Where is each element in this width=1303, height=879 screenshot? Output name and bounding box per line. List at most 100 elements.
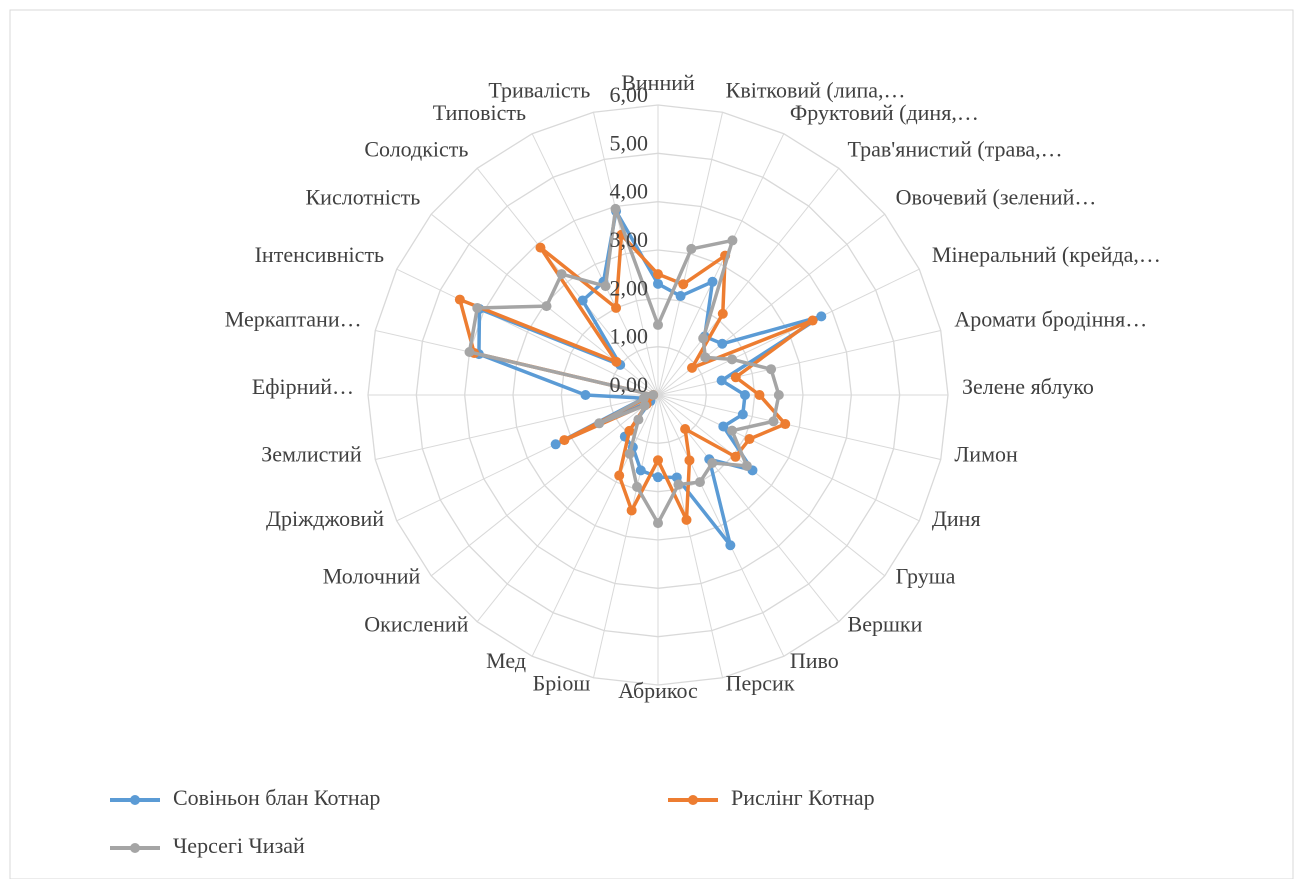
spoke bbox=[430, 394, 659, 577]
spoke bbox=[396, 268, 659, 396]
category-label: Трав'янистий (трава,… bbox=[848, 136, 1063, 161]
spoke bbox=[592, 112, 659, 396]
point bbox=[556, 269, 567, 280]
spoke bbox=[657, 133, 785, 396]
spoke bbox=[657, 394, 785, 657]
point bbox=[624, 425, 635, 436]
point bbox=[737, 409, 748, 420]
point bbox=[687, 362, 698, 373]
point bbox=[766, 364, 777, 375]
point bbox=[684, 455, 695, 466]
category-label: Бріош bbox=[533, 670, 591, 695]
point bbox=[730, 372, 741, 383]
category-label: Окислений bbox=[364, 612, 468, 637]
point bbox=[727, 425, 738, 436]
category-label: Персик bbox=[726, 670, 795, 695]
point bbox=[610, 203, 621, 214]
point bbox=[816, 311, 827, 322]
point bbox=[648, 390, 659, 400]
category-label: Молочний bbox=[323, 564, 421, 589]
point bbox=[698, 333, 709, 344]
spoke bbox=[375, 394, 659, 461]
point bbox=[680, 424, 691, 435]
point bbox=[678, 279, 689, 290]
point bbox=[700, 352, 711, 363]
point bbox=[740, 390, 750, 400]
point bbox=[624, 448, 635, 459]
point bbox=[744, 434, 755, 445]
grid bbox=[367, 104, 949, 686]
category-label: Груша bbox=[896, 564, 956, 589]
category-label: Вершки bbox=[848, 612, 923, 637]
r-tick-label: 6,00 bbox=[610, 82, 649, 107]
r-tick-label: 2,00 bbox=[610, 275, 649, 300]
category-label: Дріжджовий bbox=[266, 506, 384, 531]
point bbox=[454, 294, 465, 305]
point bbox=[686, 243, 697, 254]
point bbox=[638, 393, 649, 404]
category-label: Аромати бродіння… bbox=[954, 306, 1147, 331]
category-label: Пиво bbox=[790, 648, 839, 673]
category-label: Лимон bbox=[954, 442, 1018, 467]
point bbox=[694, 477, 705, 488]
spoke bbox=[657, 394, 920, 522]
point bbox=[611, 356, 622, 367]
category-label: Ефірний… bbox=[252, 374, 354, 399]
point bbox=[727, 354, 738, 365]
point bbox=[653, 269, 663, 280]
category-label: Мінеральний (крейда,… bbox=[932, 242, 1161, 267]
spoke bbox=[592, 394, 659, 678]
legend-label: Черсегі Чизай bbox=[173, 833, 305, 858]
point bbox=[600, 281, 611, 292]
point bbox=[594, 418, 605, 429]
category-label: Фруктовий (диня,… bbox=[790, 100, 979, 125]
point bbox=[611, 302, 622, 313]
legend-marker bbox=[130, 843, 140, 853]
spoke bbox=[476, 167, 659, 396]
point bbox=[653, 319, 663, 330]
point bbox=[717, 308, 728, 319]
legend-marker bbox=[688, 795, 698, 805]
point bbox=[716, 375, 727, 386]
r-tick-label: 1,00 bbox=[610, 324, 649, 349]
point bbox=[633, 414, 644, 425]
category-label: Диня bbox=[932, 506, 981, 531]
point bbox=[559, 435, 570, 446]
point bbox=[707, 276, 718, 287]
point bbox=[472, 302, 483, 313]
spoke bbox=[657, 394, 724, 678]
spoke bbox=[657, 167, 840, 396]
spoke bbox=[657, 394, 886, 577]
point bbox=[535, 242, 546, 253]
point bbox=[718, 421, 729, 432]
point bbox=[653, 518, 663, 529]
point bbox=[741, 460, 752, 471]
point bbox=[639, 400, 650, 411]
spoke bbox=[657, 394, 941, 461]
category-label: Солодкість bbox=[364, 136, 468, 161]
point bbox=[626, 505, 637, 516]
category-label: Тривалість bbox=[488, 78, 590, 103]
point bbox=[577, 295, 588, 306]
point bbox=[675, 291, 686, 302]
point bbox=[681, 514, 692, 525]
point bbox=[653, 472, 663, 483]
series bbox=[454, 203, 827, 551]
category-label: Зелене яблуко bbox=[962, 374, 1094, 399]
category-label: Абрикос bbox=[618, 678, 698, 703]
category-label: Інтенсивність bbox=[255, 242, 384, 267]
legend-label: Совіньон блан Котнар bbox=[173, 785, 380, 810]
category-label: Меркаптани… bbox=[225, 306, 362, 331]
category-label: Землистий bbox=[261, 442, 362, 467]
point bbox=[725, 540, 736, 551]
point bbox=[653, 278, 663, 289]
point bbox=[768, 416, 779, 427]
r-tick-label: 4,00 bbox=[610, 179, 649, 204]
r-tick-label: 3,00 bbox=[610, 227, 649, 252]
spoke bbox=[657, 329, 941, 396]
category-label: Типовість bbox=[433, 100, 526, 125]
category-label: Овочевий (зелений… bbox=[896, 185, 1097, 210]
legend-label: Рислінг Котнар bbox=[731, 785, 875, 810]
point bbox=[727, 235, 738, 246]
